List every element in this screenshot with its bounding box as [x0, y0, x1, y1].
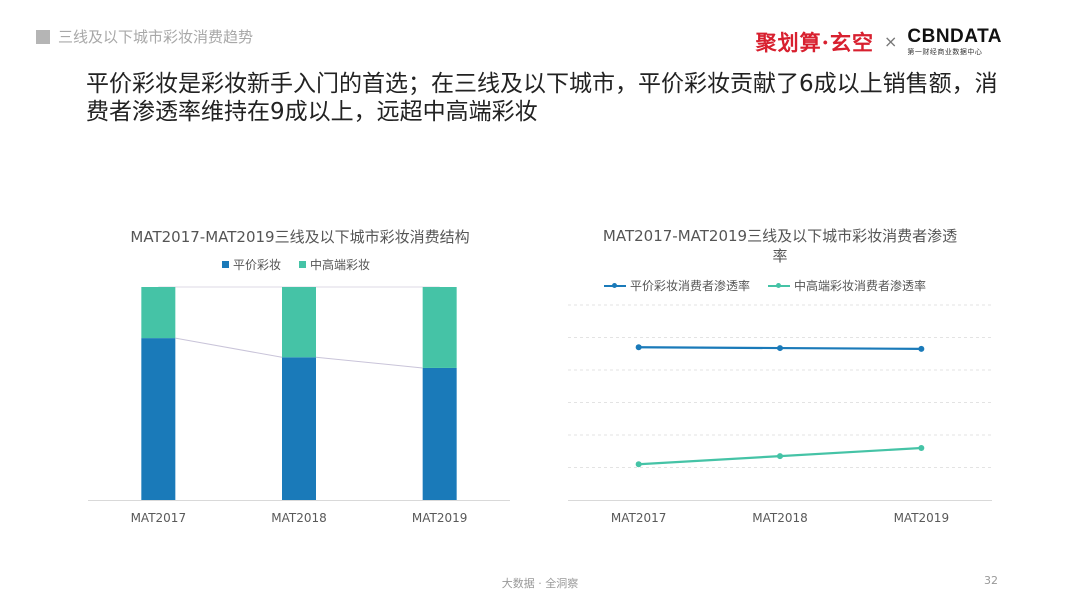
bar-premium-MAT2018 [282, 287, 316, 358]
bar-x-tick-label: MAT2019 [412, 511, 468, 525]
line-chart-title: MAT2017-MAT2019三线及以下城市彩妆消费者渗透率 [602, 227, 958, 265]
legend-label-premium: 中高端彩妆 [310, 258, 371, 272]
bar-x-tick-label: MAT2018 [271, 511, 327, 525]
bar-affordable-MAT2018 [282, 357, 316, 500]
cbndata-logo: CBNDATA 第一财经商业数据中心 [907, 26, 1002, 57]
juhuasuan-logo: 聚划算·玄空 [755, 29, 874, 55]
legend-line-affordable [604, 282, 626, 288]
section-tag: 三线及以下城市彩妆消费趋势 [36, 26, 253, 47]
legend-label-affordable-rate: 平价彩妆消费者渗透率 [630, 279, 751, 293]
legend-item-premium-rate: 中高端彩妆消费者渗透率 [768, 277, 926, 294]
legend-item-affordable-rate: 平价彩妆消费者渗透率 [604, 277, 750, 294]
bar-chart-title: MAT2017-MAT2019三线及以下城市彩妆消费结构 [130, 228, 470, 246]
legend-item-premium: 中高端彩妆 [299, 256, 370, 273]
line-chart-legend: 平价彩妆消费者渗透率 中高端彩妆消费者渗透率 [604, 277, 926, 294]
bar-x-tick-label: MAT2017 [131, 511, 187, 525]
bar-series-connector-line [175, 337, 283, 358]
cbndata-logo-main: CBNDATA [907, 26, 1002, 47]
bar-affordable-MAT2019 [422, 367, 457, 500]
legend-label-premium-rate: 中高端彩妆消费者渗透率 [794, 279, 927, 293]
cbndata-logo-sub: 第一财经商业数据中心 [907, 48, 983, 56]
headline: 平价彩妆是彩妆新手入门的首选；在三线及以下城市，平价彩妆贡献了6成以上销售额，消… [86, 71, 998, 125]
legend-swatch-premium [299, 261, 307, 268]
legend-swatch-affordable [222, 261, 229, 268]
page-number: 32 [984, 574, 998, 587]
bar-chart-legend: 平价彩妆 中高端彩妆 [222, 256, 370, 273]
legend-item-affordable: 平价彩妆 [222, 256, 281, 273]
bar-premium-MAT2017 [141, 287, 176, 339]
logo-separator: × [883, 32, 898, 51]
section-square-icon [36, 29, 50, 44]
section-title: 三线及以下城市彩妆消费趋势 [58, 28, 254, 46]
logo-bar: 聚划算·玄空 × CBNDATA 第一财经商业数据中心 [756, 26, 1002, 57]
legend-label-affordable: 平价彩妆 [233, 258, 282, 272]
footer-tagline: 大数据 · 全洞察 [501, 577, 579, 590]
legend-line-premium [768, 282, 791, 288]
bar-affordable-MAT2017 [141, 338, 176, 500]
bar-premium-MAT2019 [422, 287, 457, 368]
bar-series-connector-line [315, 356, 423, 369]
